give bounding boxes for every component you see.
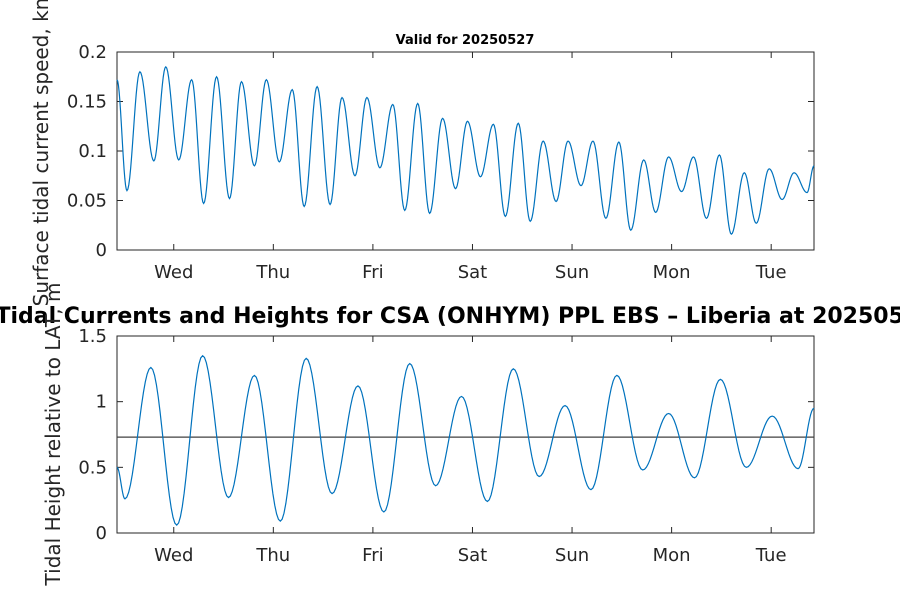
current-speed-axes-box [116, 51, 815, 251]
current-speed-xtick-label: Tue [755, 262, 787, 283]
current-speed-xtick-label: Wed [154, 262, 193, 283]
current-speed-y-label: Surface tidal current speed, kn [29, 0, 53, 306]
tidal-height-xtick-label: Mon [653, 545, 691, 566]
tidal-height-xtick-label: Sat [458, 545, 488, 566]
figure-title: Tidal Currents and Heights for CSA (ONHY… [0, 304, 900, 329]
tidal-height-ytick-label: 1 [96, 392, 107, 413]
current-speed-xtick-label: Sun [555, 262, 589, 283]
tidal-height-xtick-label: Thu [255, 545, 290, 566]
current-speed-series-line [116, 65, 815, 235]
current-speed-ytick-label: 0.2 [78, 42, 107, 63]
tidal-height-xtick-label: Sun [555, 545, 589, 566]
current-speed-ytick-label: 0.15 [67, 92, 107, 113]
tidal-height-ytick-label: 0.5 [78, 457, 107, 478]
current-speed-ytick-label: 0.1 [78, 141, 107, 162]
top-chart-title: Valid for 20250527 [396, 33, 535, 48]
current-speed-xtick-label: Thu [255, 262, 290, 283]
tidal-height-xtick-label: Fri [362, 545, 383, 566]
tidal-height-y-label: Tidal Height relative to LAT, m [41, 283, 65, 587]
current-speed-ytick-label: 0.05 [67, 191, 107, 212]
current-speed-ytick-label: 0 [96, 240, 107, 261]
tidal-height-ytick-label: 1.5 [78, 326, 107, 347]
tidal-height-axes-box [116, 335, 815, 534]
current-speed-xtick-label: Mon [653, 262, 691, 283]
tidal-height-ytick-label: 0 [96, 523, 107, 544]
current-speed-xtick-label: Fri [362, 262, 383, 283]
current-speed-xtick-label: Sat [458, 262, 488, 283]
tidal-height-axes: 0 0.5 1 1.5 Wed Thu Fri Sat Sun Mon Tue [78, 326, 815, 566]
current-speed-axes: 0 0.05 0.1 0.15 0.2 Wed Thu Fri Sat Sun Mon Tue [67, 42, 815, 283]
tidal-height-series-line [116, 354, 815, 527]
tidal-height-xtick-label: Wed [154, 545, 193, 566]
tidal-height-xtick-label: Tue [755, 545, 787, 566]
